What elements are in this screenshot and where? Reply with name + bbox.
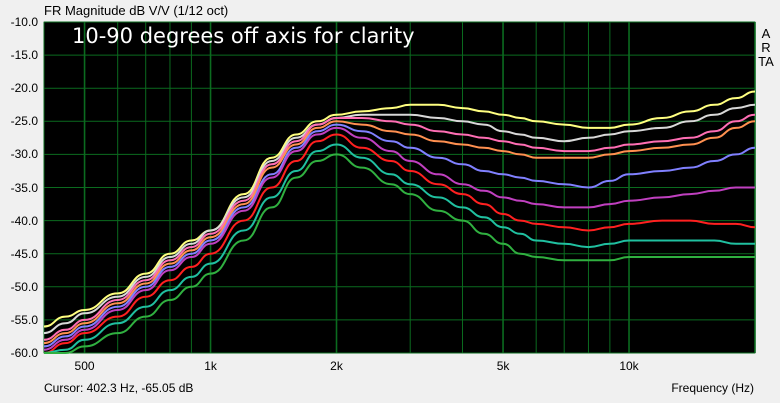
y-tick-label: -25.0 (10, 114, 38, 129)
brand-label: ARTA (758, 26, 774, 69)
y-tick-label: -45.0 (10, 246, 38, 261)
x-tick-label: 2k (330, 359, 343, 373)
series-line-0 (43, 90, 756, 328)
y-tick-label: -40.0 (10, 213, 38, 228)
y-tick-label: -55.0 (10, 312, 38, 327)
chart-title: FR Magnitude dB V/V (1/12 oct) (44, 3, 229, 18)
x-tick-label: 10k (619, 359, 639, 373)
x-tick-label: 500 (74, 359, 95, 373)
y-tick-label: -60.0 (10, 346, 38, 360)
x-axis-label: Frequency (Hz) (671, 381, 754, 395)
series-lines (43, 90, 756, 354)
cursor-readout: Cursor: 402.3 Hz, -65.05 dB (44, 381, 194, 395)
y-tick-label: -30.0 (10, 147, 38, 162)
series-line-5 (43, 126, 755, 351)
series-line-2 (43, 113, 756, 341)
series-line-3 (43, 120, 756, 345)
chart-annotation: 10-90 degrees off axis for clarity (72, 24, 415, 48)
y-tick-label: -35.0 (10, 180, 38, 195)
y-tick-label: -15.0 (10, 48, 38, 63)
x-tick-label: 5k (496, 359, 510, 373)
y-tick-label: -20.0 (10, 81, 38, 96)
series-line-7 (43, 143, 755, 354)
y-tick-label: -10.0 (10, 15, 38, 29)
series-line-6 (43, 133, 756, 354)
series-line-4 (43, 123, 756, 348)
y-tick-label: -50.0 (10, 279, 38, 294)
series-line-1 (43, 103, 756, 335)
series-line-8 (44, 153, 755, 354)
x-tick-label: 1k (204, 359, 217, 373)
